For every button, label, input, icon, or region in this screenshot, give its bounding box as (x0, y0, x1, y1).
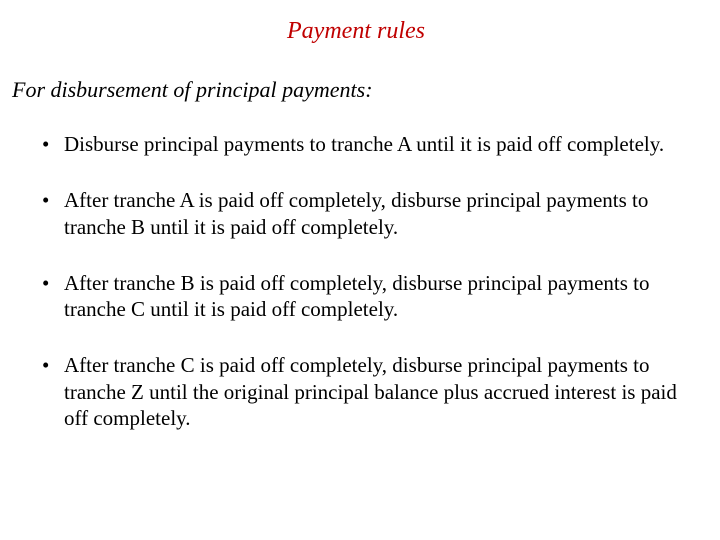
list-item: After tranche C is paid off completely, … (24, 352, 702, 431)
slide-title: Payment rules (10, 18, 702, 45)
list-item: After tranche B is paid off completely, … (24, 270, 702, 323)
list-item: After tranche A is paid off completely, … (24, 187, 702, 240)
slide-subtitle: For disbursement of principal payments: (12, 77, 702, 103)
list-item: Disburse principal payments to tranche A… (24, 131, 702, 157)
bullet-list: Disburse principal payments to tranche A… (10, 131, 702, 431)
